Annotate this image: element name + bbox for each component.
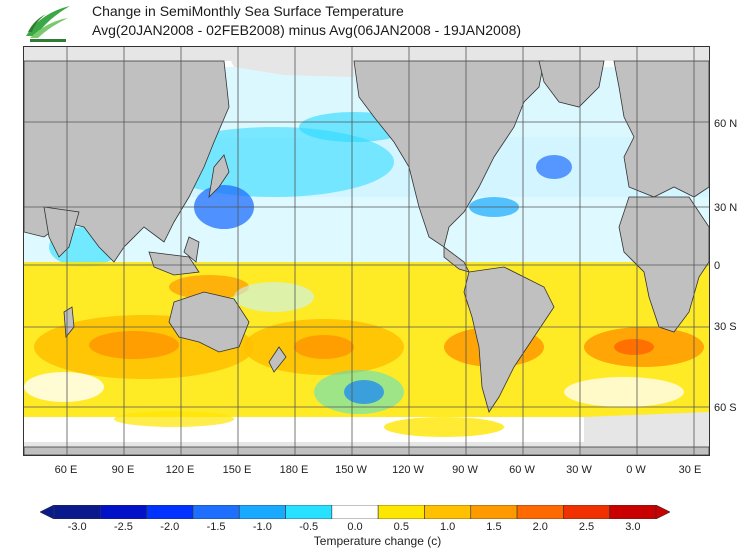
- colorbar-swatch: [146, 505, 194, 519]
- lon-label-60w: 60 W: [509, 464, 535, 476]
- lat-label-30s: 30 S: [714, 321, 737, 333]
- lat-label-0: 0: [714, 260, 721, 272]
- colorbar-tick-label: 1.0: [439, 521, 456, 533]
- colorbar-swatch: [331, 505, 379, 519]
- land: [24, 60, 709, 455]
- lon-label-0w: 0 W: [626, 464, 646, 476]
- lon-label-180e: 180 E: [279, 464, 309, 476]
- colorbar-tick-label: 2.5: [578, 521, 595, 533]
- colorbar-swatch: [470, 505, 518, 519]
- lat-label-60s: 60 S: [714, 402, 737, 414]
- colorbar-tick-label: -1.0: [252, 521, 272, 533]
- title-line-2: Avg(20JAN2008 - 02FEB2008) minus Avg(06J…: [92, 22, 522, 38]
- colorbar-tick-label: 3.0: [625, 521, 641, 533]
- lon-label-30e: 30 E: [678, 464, 702, 476]
- lon-label-150w: 150 W: [335, 464, 367, 476]
- colorbar-tick-label: -0.5: [299, 521, 319, 533]
- agency-logo: [26, 6, 70, 42]
- colorbar-swatch: [285, 505, 333, 519]
- lon-label-90e: 90 E: [111, 464, 135, 476]
- colorbar-swatch: [100, 505, 147, 519]
- colorbar-tick-label: 0.5: [393, 521, 409, 533]
- colorbar-swatch: [563, 505, 610, 519]
- colorbar-swatch: [609, 505, 657, 519]
- lat-label-30n: 30 N: [714, 202, 738, 214]
- colorbar-swatch: [238, 505, 286, 519]
- colorbar-swatch: [424, 505, 472, 519]
- lon-label-120e: 120 E: [165, 464, 195, 476]
- colorbar-label: Temperature change (c): [313, 534, 442, 548]
- lon-label-150e: 150 E: [222, 464, 252, 476]
- lon-label-60e: 60 E: [54, 464, 78, 476]
- graticule: [24, 47, 709, 455]
- colorbar-tick-label: 1.5: [486, 521, 502, 533]
- sst-change-map: [23, 46, 710, 456]
- colorbar-high-arrow: [655, 505, 670, 519]
- lon-label-30w: 30 W: [566, 464, 592, 476]
- lat-label-60n: 60 N: [714, 118, 738, 130]
- colorbar-swatch: [53, 505, 101, 519]
- colorbar-tick-label: 2.0: [532, 521, 548, 533]
- title-line-1: Change in SemiMonthly Sea Surface Temper…: [92, 3, 404, 19]
- colorbar-tick-label: -2.0: [160, 521, 180, 533]
- colorbar-tick-label: -1.5: [206, 521, 226, 533]
- lon-label-120w: 120 W: [392, 464, 424, 476]
- colorbar-tick-label: 0.0: [347, 521, 363, 533]
- colorbar: [40, 505, 670, 519]
- colorbar-tick-label: -3.0: [67, 521, 87, 533]
- colorbar-low-arrow: [40, 505, 55, 519]
- lon-label-90w: 90 W: [452, 464, 478, 476]
- colorbar-swatch: [377, 505, 425, 519]
- colorbar-swatch: [516, 505, 564, 519]
- colorbar-tick-label: -2.5: [113, 521, 133, 533]
- map-title: Change in SemiMonthly Sea Surface Temper…: [92, 2, 521, 40]
- colorbar-swatch: [192, 505, 240, 519]
